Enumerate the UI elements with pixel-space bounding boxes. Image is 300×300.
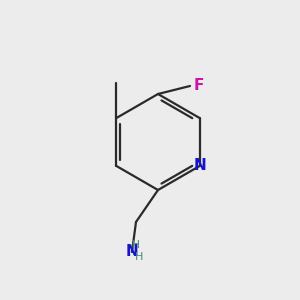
Text: F: F [194,77,204,92]
Text: ·H: ·H [129,240,141,250]
Text: H: H [135,252,143,262]
Text: N: N [193,158,206,173]
Text: N: N [126,244,138,260]
